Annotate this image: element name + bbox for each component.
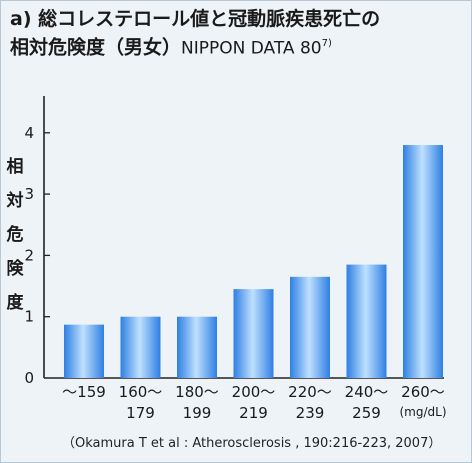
y-tick-label: 1	[24, 308, 34, 326]
bar	[64, 324, 104, 378]
x-tick-label: 260〜	[401, 383, 445, 401]
title-reference: 7)	[321, 38, 332, 49]
x-tick-label: 〜159	[62, 383, 106, 401]
title-prefix: a)	[10, 8, 32, 30]
x-tick-label: 180〜	[175, 383, 219, 401]
bar	[233, 289, 274, 378]
source-citation: （Okamura T et al : Atherosclerosis , 190…	[62, 436, 442, 451]
title-subtitle: NIPPON DATA 80	[181, 38, 322, 59]
y-tick-label: 0	[24, 369, 34, 387]
title-main: 総コレステロール値と冠動脈疾患死亡の	[38, 8, 381, 30]
y-axis-label-char: 対	[6, 191, 24, 211]
y-axis-label: 相対危険度	[4, 150, 26, 320]
y-tick-label: 4	[24, 124, 34, 142]
x-tick-label-2: 259	[352, 404, 381, 422]
title-line-2: 相対危険度（男女）NIPPON DATA 807)	[10, 32, 465, 60]
title-line-1: a) 総コレステロール値と冠動脈疾患死亡の	[10, 6, 465, 32]
bar	[120, 316, 161, 378]
title-main-2: 相対危険度（男女）	[10, 36, 182, 59]
y-axis-label-char: 険	[6, 259, 24, 279]
x-tick-label-2: 219	[239, 404, 268, 422]
chart-title: a) 総コレステロール値と冠動脈疾患死亡の 相対危険度（男女）NIPPON DA…	[10, 6, 465, 60]
x-tick-label: 200〜	[232, 383, 276, 401]
x-tick-label-2: 179	[126, 404, 155, 422]
bar	[403, 145, 443, 378]
y-axis-label-char: 危	[6, 225, 24, 245]
y-axis-label-char: 相	[6, 157, 24, 177]
x-tick-label-2: 239	[296, 404, 325, 422]
y-axis-label-char: 度	[6, 293, 24, 313]
x-tick-label: 220〜	[288, 383, 332, 401]
x-axis-unit: (mg/dL)	[399, 405, 446, 419]
bar	[290, 276, 330, 378]
x-tick-label-2: 199	[183, 404, 212, 422]
bar	[346, 264, 387, 378]
bar	[177, 316, 217, 378]
x-tick-label: 240〜	[345, 383, 389, 401]
y-tick-label: 2	[24, 246, 34, 264]
y-tick-label: 3	[24, 185, 34, 203]
x-tick-label: 160〜	[119, 383, 163, 401]
